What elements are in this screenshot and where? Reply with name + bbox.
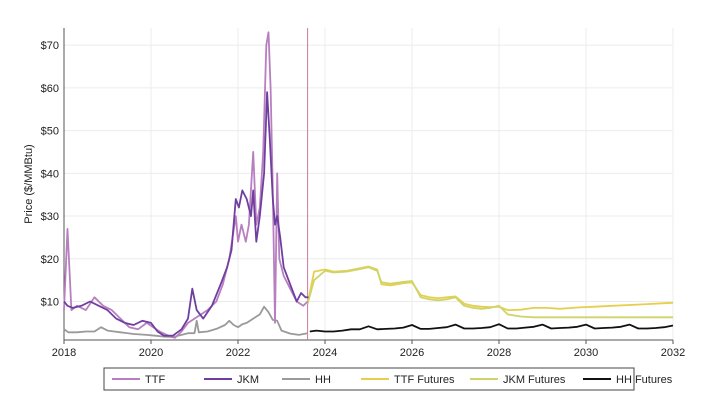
legend-label: HH Futures — [616, 374, 673, 386]
y-tick-label: $10 — [41, 297, 59, 309]
series-line-jkm — [63, 91, 309, 337]
x-tick-label: 2030 — [574, 347, 598, 359]
x-tick-label: 2026 — [400, 347, 424, 359]
legend-label: JKM — [237, 374, 259, 386]
x-tick-label: 2024 — [313, 347, 337, 359]
y-tick-label: $50 — [41, 126, 59, 138]
x-tick-label: 2032 — [661, 347, 685, 359]
x-tick-label: 2018 — [52, 347, 76, 359]
y-axis-title: Price ($/MMBtu) — [23, 144, 35, 223]
legend-label: TTF Futures — [394, 374, 455, 386]
series-line-ttf — [63, 31, 309, 339]
y-tick-label: $20 — [41, 254, 59, 266]
series-line-ttf-futures — [306, 265, 674, 311]
x-tick-label: 2022 — [226, 347, 250, 359]
y-tick-label: $40 — [41, 168, 59, 180]
grid — [63, 28, 674, 340]
y-tick-label: $60 — [41, 83, 59, 95]
legend-label: HH — [315, 374, 331, 386]
series-lines — [63, 31, 674, 339]
legend-label: TTF — [145, 374, 165, 386]
y-tick-label: $30 — [41, 211, 59, 223]
legend: TTF JKM HH TTF Futures JKM Futures HH Futures — [103, 367, 673, 391]
series-line-jkm-futures — [306, 266, 673, 319]
series-line-hh — [63, 305, 308, 338]
legend-label: JKM Futures — [503, 374, 566, 386]
axes: $10 $20 $30 $40 $50 $60 $70 2018 2020 2022 2024 202… — [23, 28, 685, 359]
x-tick-label: 2020 — [139, 347, 163, 359]
y-tick-label: $70 — [41, 40, 59, 52]
series-line-hh-futures — [309, 323, 674, 333]
x-tick-label: 2028 — [487, 347, 511, 359]
